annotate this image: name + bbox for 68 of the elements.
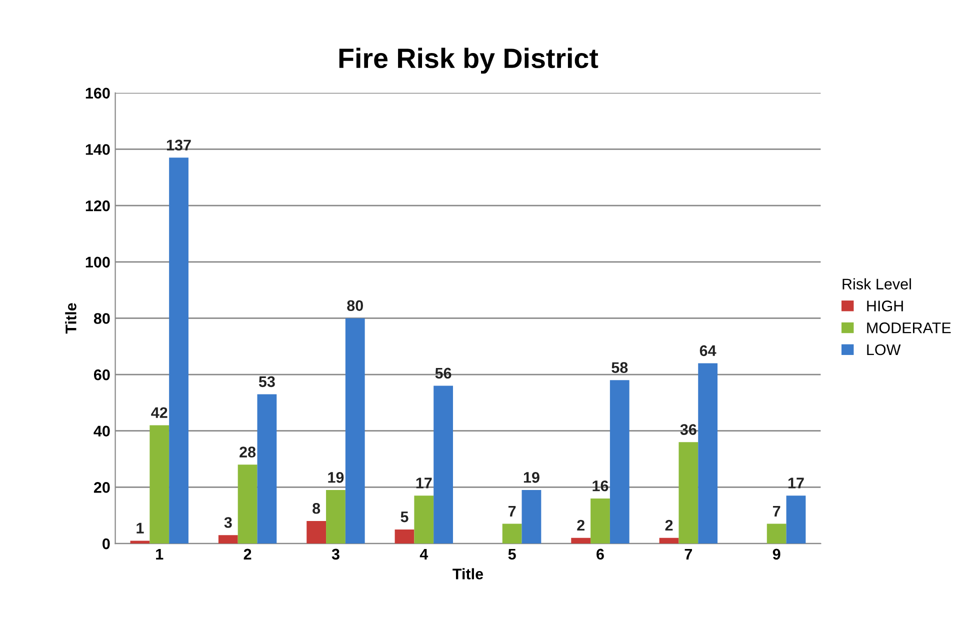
bar: [678, 442, 698, 544]
data-label: 137: [166, 140, 191, 151]
bar: [394, 529, 414, 544]
y-tick-label: 40: [94, 426, 110, 437]
bar: [571, 538, 591, 544]
x-tick-label: 4: [420, 548, 428, 560]
bar: [502, 524, 522, 544]
bar: [414, 496, 434, 544]
bar: [786, 496, 806, 544]
data-label: 8: [312, 502, 320, 514]
data-label: 36: [680, 424, 696, 435]
x-tick-label: 3: [332, 548, 340, 560]
y-tick-label: 140: [86, 144, 110, 155]
bar: [130, 540, 150, 544]
data-label: 56: [435, 368, 452, 379]
x-tick-label: 2: [244, 548, 252, 560]
y-tick-label: 120: [86, 200, 110, 212]
data-label: 16: [592, 480, 608, 492]
bar: [522, 490, 542, 544]
data-label: 53: [258, 376, 275, 388]
chart-title: Fire Risk by District: [339, 48, 598, 74]
x-tick-label: 1: [156, 548, 164, 560]
legend-title: Risk Level: [842, 278, 911, 290]
data-label: 17: [416, 478, 432, 488]
legend-label: MODERATE: [867, 322, 951, 334]
data-label: 28: [240, 446, 256, 458]
data-label: 3: [224, 517, 232, 528]
bar: [150, 425, 170, 544]
x-tick-label: 5: [508, 548, 516, 560]
data-label: 5: [400, 512, 408, 522]
y-tick-label: 80: [94, 313, 110, 324]
bar: [345, 318, 365, 544]
bar: [306, 520, 326, 544]
bar: [218, 535, 238, 544]
bar: [169, 158, 188, 544]
data-label: 19: [328, 472, 344, 483]
data-label: 58: [612, 362, 628, 373]
data-label: 2: [665, 520, 673, 531]
data-label: 19: [524, 472, 540, 483]
data-label: 1: [136, 522, 144, 534]
y-tick-label: 100: [86, 256, 110, 268]
data-label: 7: [508, 506, 516, 516]
x-tick-label: 6: [596, 548, 604, 560]
x-tick-label: 7: [684, 548, 692, 560]
bar: [326, 490, 346, 544]
x-axis-title: Title: [452, 568, 484, 580]
bar: [698, 363, 718, 544]
data-label: 42: [151, 407, 168, 418]
bar: [257, 394, 277, 544]
bar: [590, 498, 610, 544]
y-tick-label: 160: [86, 88, 110, 99]
data-label: 80: [347, 300, 363, 312]
bar: [434, 386, 453, 544]
legend-label: LOW: [867, 344, 901, 356]
y-tick-label: 0: [102, 538, 110, 550]
bar: [610, 380, 630, 544]
data-label: 64: [700, 345, 716, 356]
legend-label: HIGH: [867, 300, 903, 312]
y-tick-label: 60: [94, 369, 110, 380]
data-label: 2: [577, 520, 584, 531]
bar: [238, 464, 258, 544]
y-tick-label: 20: [94, 482, 110, 493]
data-label: 7: [773, 506, 780, 516]
bar: [659, 538, 679, 544]
x-tick-label: 9: [772, 548, 780, 560]
data-label: 17: [788, 478, 804, 488]
bar: [766, 524, 786, 544]
y-axis-title: Title: [65, 303, 76, 334]
